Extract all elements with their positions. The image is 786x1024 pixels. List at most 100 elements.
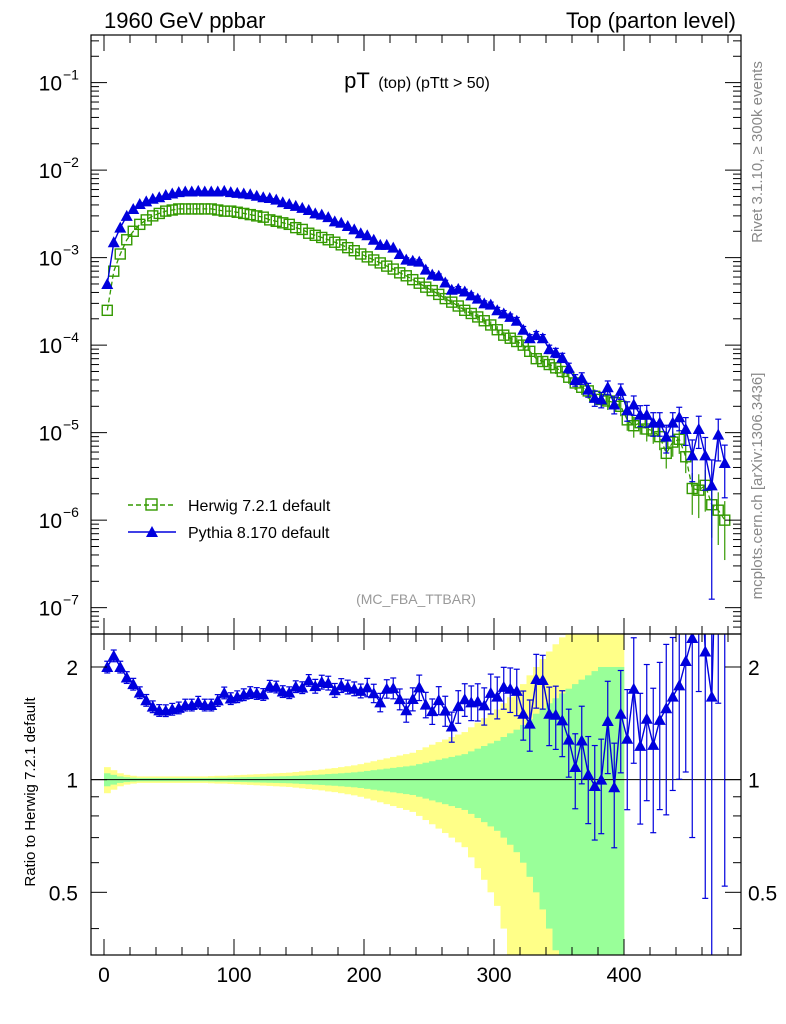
ratio-point [627, 682, 640, 694]
ratio-point [185, 698, 198, 710]
ratio-point [140, 694, 153, 706]
herwig-point [218, 205, 230, 217]
ratio-point [192, 696, 205, 708]
pythia-point [705, 479, 718, 491]
herwig-point [231, 206, 243, 218]
pythia-point [660, 430, 673, 442]
pythia-point [536, 332, 549, 344]
ratio-point [614, 707, 627, 719]
ratio-panel: 0.5 0.5 1 1 2 2 0 100 200 300 400 [49, 633, 777, 987]
herwig-point [205, 203, 217, 215]
ratio-band-inner [546, 703, 553, 929]
ratio-point [114, 660, 127, 672]
herwig-point [342, 241, 354, 254]
herwig-point [433, 288, 445, 301]
ratio-point [569, 760, 582, 772]
herwig-point [511, 335, 523, 348]
pythia-point [296, 201, 309, 213]
herwig-point [251, 210, 263, 222]
ratio-point [705, 690, 718, 702]
pythia-point [387, 241, 400, 253]
herwig-point [186, 203, 198, 215]
legend: Herwig 7.2.1 default Pythia 8.170 defaul… [128, 498, 331, 542]
ratio-band-inner [552, 698, 560, 951]
ratio-point [133, 686, 146, 698]
pythia-point [562, 361, 575, 373]
pythia-point [101, 277, 114, 289]
herwig-point [439, 292, 451, 305]
ratio-point [595, 773, 608, 785]
pythia-point [484, 298, 497, 310]
ratio-point [588, 780, 601, 792]
herwig-point [712, 504, 724, 516]
herwig-point [296, 223, 308, 236]
herwig-line [106, 208, 726, 521]
pythia-point [673, 411, 686, 423]
ratio-point [296, 681, 309, 693]
pythia-point [614, 384, 627, 396]
ratio-point [484, 686, 497, 698]
ratio-point [406, 692, 419, 704]
ratio-band-inner [617, 666, 625, 955]
ratio-point [439, 704, 452, 716]
herwig-point [114, 248, 126, 260]
ratio-point [387, 682, 400, 694]
ratio-point [354, 684, 367, 696]
pythia-point [621, 404, 634, 416]
pythia-point [341, 219, 354, 231]
main-ytick-label: 10 [39, 598, 62, 621]
ratio-band-inner [481, 746, 488, 823]
ratio-band-inner [468, 751, 475, 814]
pythia-point [718, 456, 731, 468]
herwig-point [257, 211, 269, 223]
ratio-point [426, 705, 439, 717]
pythia-point [582, 383, 595, 395]
herwig-point [225, 205, 237, 217]
herwig-point [446, 296, 458, 308]
pythia-point [692, 423, 705, 435]
herwig-point [667, 436, 679, 448]
ratio-point [445, 720, 458, 732]
pythia-point [530, 329, 543, 341]
herwig-point [355, 248, 367, 260]
herwig-point [420, 281, 432, 293]
ratio-point [666, 690, 679, 702]
main-ytick-exponent: −4 [63, 329, 79, 345]
ratio-point [504, 682, 517, 694]
main-ytick-exponent: −1 [63, 67, 79, 83]
ratio-point [653, 713, 666, 725]
ratio-point [218, 686, 231, 698]
pythia-point [627, 398, 640, 410]
pythia-point [465, 289, 478, 301]
pythia-point [335, 216, 348, 228]
pythia-point [712, 428, 725, 440]
herwig-point [277, 217, 289, 229]
herwig-point [550, 362, 562, 374]
pythia-point [419, 263, 432, 275]
pythia-point [289, 199, 302, 211]
ratio-band-inner [455, 755, 462, 808]
xtick-label: 400 [606, 964, 641, 987]
ratio-point [582, 768, 595, 780]
main-title: pT (top) (pTtt > 50) [344, 68, 490, 93]
ratio-point [270, 680, 283, 692]
herwig-point [283, 218, 295, 231]
xtick-label: 300 [476, 964, 511, 987]
herwig-point [303, 227, 315, 239]
main-ytick-label: 10 [39, 335, 62, 358]
pythia-point [315, 208, 328, 220]
ratio-point [172, 701, 185, 713]
ratio-point [517, 707, 530, 719]
herwig-point [199, 203, 211, 215]
main-ytick-label: 10 [39, 160, 62, 183]
herwig-point [407, 273, 419, 286]
ratio-point [510, 684, 523, 696]
pythia-point [666, 416, 679, 428]
pythia-point [413, 255, 426, 267]
main-ytick-exponent: −3 [63, 242, 79, 258]
pythia-point [575, 372, 588, 384]
pythia-point [432, 269, 445, 281]
legend-herwig-label: Herwig 7.2.1 default [188, 498, 331, 515]
ratio-ylabel: Ratio to Herwig 7.2.1 default [22, 697, 39, 887]
ratio-band-inner [526, 719, 534, 877]
